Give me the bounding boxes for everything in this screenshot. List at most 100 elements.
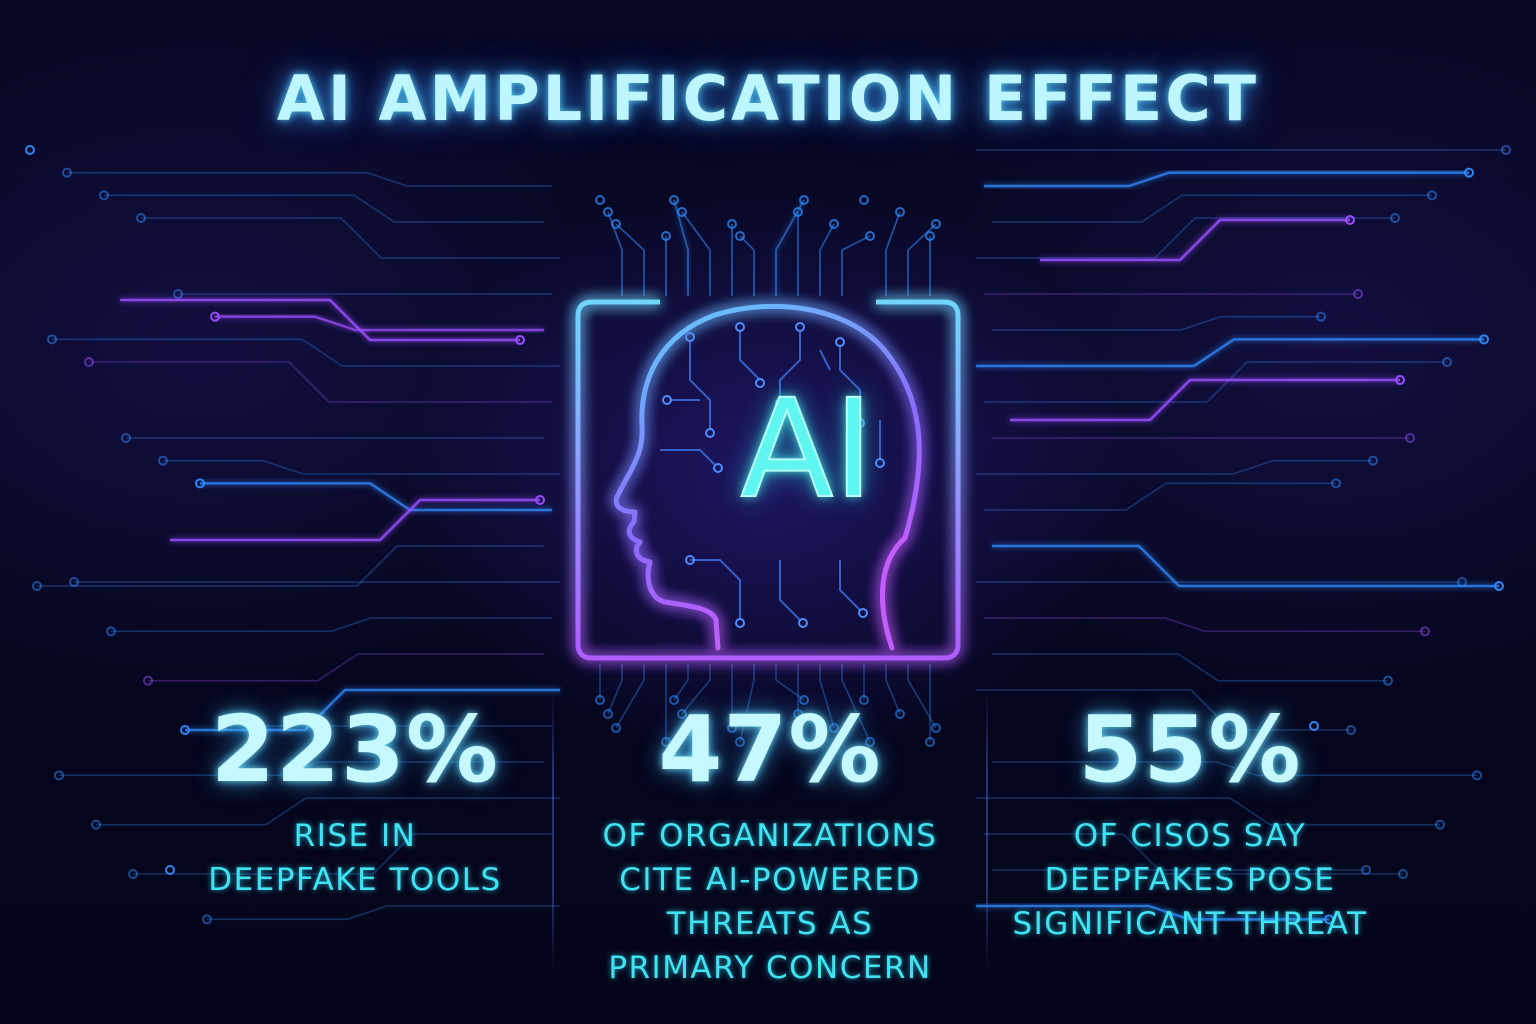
stat-description: OF CISOS SAY DEEPFAKES POSE SIGNIFICANT … xyxy=(985,814,1395,946)
circuit-node xyxy=(535,495,545,505)
circuit-node xyxy=(25,145,35,155)
circuit-node xyxy=(793,207,803,217)
circuit-trace xyxy=(1010,378,1400,422)
circuit-node xyxy=(1479,334,1489,345)
circuit-node xyxy=(515,335,525,345)
circuit-node xyxy=(595,195,605,205)
circuit-node xyxy=(1353,289,1363,299)
circuit-trace xyxy=(992,194,1432,223)
circuit-node xyxy=(1331,478,1341,489)
stat-description: RISE IN DEEPFAKE TOOLS xyxy=(150,814,560,902)
circuit-trace xyxy=(775,199,805,296)
circuit-node xyxy=(143,675,153,686)
circuit-trace xyxy=(163,459,560,475)
circuit-trace xyxy=(885,664,901,715)
circuit-node xyxy=(54,770,64,781)
circuit-node xyxy=(931,219,941,229)
circuit-traces xyxy=(25,145,1511,925)
circuit-trace xyxy=(984,171,1469,188)
circuit-trace xyxy=(1040,218,1350,262)
circuit-node xyxy=(1435,819,1445,830)
circuit-node xyxy=(931,723,941,733)
circuit-node xyxy=(735,231,745,241)
circuit-node xyxy=(1309,721,1319,731)
circuit-trace xyxy=(52,338,560,367)
circuit-trace xyxy=(170,498,540,542)
circuit-trace xyxy=(673,664,689,701)
circuit-trace xyxy=(200,482,552,512)
circuit-trace xyxy=(207,905,560,921)
stat-description-line: THREATS AS xyxy=(666,906,874,942)
circuit-node xyxy=(677,709,687,719)
circuit-node xyxy=(727,723,737,733)
circuit-trace xyxy=(67,171,552,187)
circuit-node xyxy=(32,581,42,591)
circuit-trace xyxy=(907,223,937,296)
circuit-node xyxy=(611,219,621,229)
circuit-node xyxy=(1405,433,1415,443)
circuit-node xyxy=(895,709,905,719)
circuit-trace xyxy=(615,664,645,729)
circuit-trace xyxy=(841,235,871,296)
circuit-node xyxy=(47,334,57,345)
circuit-node xyxy=(735,737,745,747)
circuit-node xyxy=(1368,455,1378,466)
circuit-node xyxy=(1346,725,1356,735)
circuit-node xyxy=(859,695,869,705)
circuit-trace xyxy=(133,833,552,875)
circuit-trace xyxy=(885,211,901,296)
stat-divider-left xyxy=(552,690,554,970)
circuit-node xyxy=(829,219,839,229)
circuit-node xyxy=(62,167,72,178)
circuit-trace xyxy=(681,664,711,715)
circuit-node xyxy=(1501,145,1511,155)
circuit-trace xyxy=(984,482,1336,511)
stat-description-line: SIGNIFICANT THREAT xyxy=(1012,906,1368,942)
circuit-trace xyxy=(775,664,805,701)
circuit-node xyxy=(217,721,227,731)
circuit-node xyxy=(69,577,79,587)
circuit-node xyxy=(180,725,190,735)
stat-description: OF ORGANIZATIONS CITE AI-POWERED THREATS… xyxy=(565,814,975,990)
circuit-node xyxy=(925,231,935,241)
circuit-node xyxy=(661,231,671,241)
circuit-trace xyxy=(976,797,1440,826)
circuit-node xyxy=(1316,311,1326,322)
circuit-trace xyxy=(976,904,1329,921)
circuit-trace xyxy=(984,833,1403,875)
circuit-node xyxy=(136,213,146,223)
stat-cisos: 55% OF CISOS SAY DEEPFAKES POSE SIGNIFIC… xyxy=(985,704,1395,946)
circuit-node xyxy=(1427,190,1437,201)
circuit-node xyxy=(727,219,737,229)
circuit-trace xyxy=(681,211,711,296)
circuit-trace xyxy=(615,223,645,296)
circuit-trace xyxy=(841,664,871,743)
circuit-node xyxy=(895,207,905,217)
circuit-node xyxy=(99,190,109,201)
circuit-node xyxy=(1390,213,1400,223)
circuit-node xyxy=(1398,869,1408,879)
circuit-node xyxy=(603,207,613,217)
circuit-node xyxy=(829,723,839,733)
circuit-node xyxy=(158,455,168,466)
ai-chip-label: AI xyxy=(739,371,874,529)
circuit-node xyxy=(669,195,679,205)
circuit-trace xyxy=(907,664,937,729)
stat-description-line: OF CISOS SAY xyxy=(1073,818,1307,854)
stat-description-line: OF ORGANIZATIONS xyxy=(602,818,938,854)
circuit-node xyxy=(195,478,205,489)
circuit-node xyxy=(603,709,613,719)
circuit-trace xyxy=(976,217,1395,259)
circuit-node xyxy=(661,737,671,747)
circuit-node xyxy=(1442,357,1452,367)
circuit-node xyxy=(128,869,138,879)
circuit-trace xyxy=(148,653,544,682)
circuit-trace xyxy=(992,315,1321,331)
circuit-node xyxy=(1464,167,1474,178)
circuit-node xyxy=(595,695,605,705)
circuit-node xyxy=(1324,914,1334,925)
circuit-node xyxy=(106,626,116,637)
circuit-node xyxy=(91,819,101,830)
circuit-trace xyxy=(739,235,755,296)
